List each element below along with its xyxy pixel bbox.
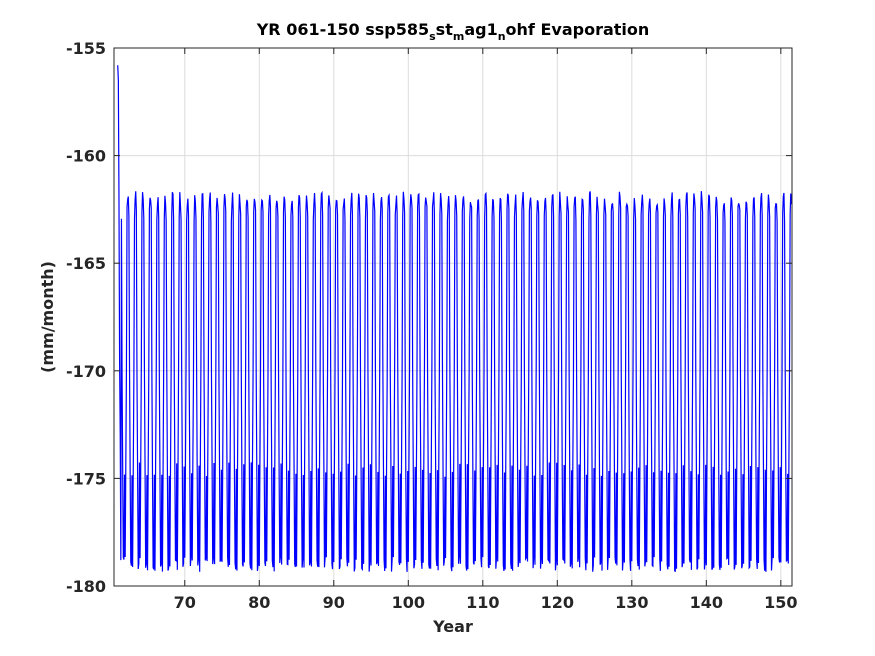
x-tick-label: 80 xyxy=(248,593,270,612)
chart-title-part: ag1 xyxy=(464,20,497,39)
y-axis-label: (mm/month) xyxy=(38,261,57,373)
y-tick-label: -155 xyxy=(66,39,106,58)
series-line xyxy=(117,65,792,572)
x-tick-label: 120 xyxy=(541,593,574,612)
chart-title-part: n xyxy=(498,30,506,43)
chart-title: YR 061-150 ssp585sstmag1nohf Evaporation xyxy=(256,20,650,43)
x-axis-label: Year xyxy=(432,617,473,636)
x-tick-label: 130 xyxy=(615,593,648,612)
x-tick-label: 90 xyxy=(323,593,345,612)
y-tick-label: -180 xyxy=(66,577,106,596)
chart-title-part: m xyxy=(453,30,464,43)
plot-frame xyxy=(113,47,793,587)
x-tick-label: 100 xyxy=(392,593,425,612)
y-tick-label: -160 xyxy=(66,147,106,166)
chart-title-part: s xyxy=(429,30,436,43)
x-tick-label: 70 xyxy=(174,593,196,612)
axis-ticks: 70 80 90 100 110 120 130 140 150 -155 -160 -165 -170… xyxy=(66,39,798,612)
x-tick-label: 110 xyxy=(466,593,499,612)
chart-title-part: st xyxy=(436,20,454,39)
y-tick-label: -175 xyxy=(66,469,106,488)
y-tick-label: -170 xyxy=(66,362,106,381)
chart-title-part: ohf Evaporation xyxy=(506,20,650,39)
chart-title-part: YR 061-150 ssp585 xyxy=(256,20,429,39)
y-tick-label: -165 xyxy=(66,254,106,273)
series-evaporation xyxy=(117,65,792,572)
x-tick-label: 150 xyxy=(764,593,797,612)
x-tick-label: 140 xyxy=(690,593,723,612)
